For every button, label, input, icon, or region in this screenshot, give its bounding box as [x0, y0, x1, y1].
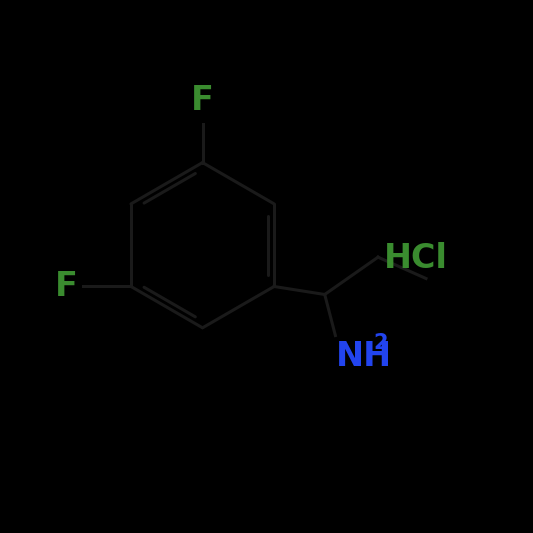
Text: F: F: [55, 270, 78, 303]
Text: HCl: HCl: [384, 242, 448, 275]
Text: NH: NH: [335, 340, 392, 373]
Text: F: F: [191, 84, 214, 117]
Text: 2: 2: [374, 333, 388, 353]
